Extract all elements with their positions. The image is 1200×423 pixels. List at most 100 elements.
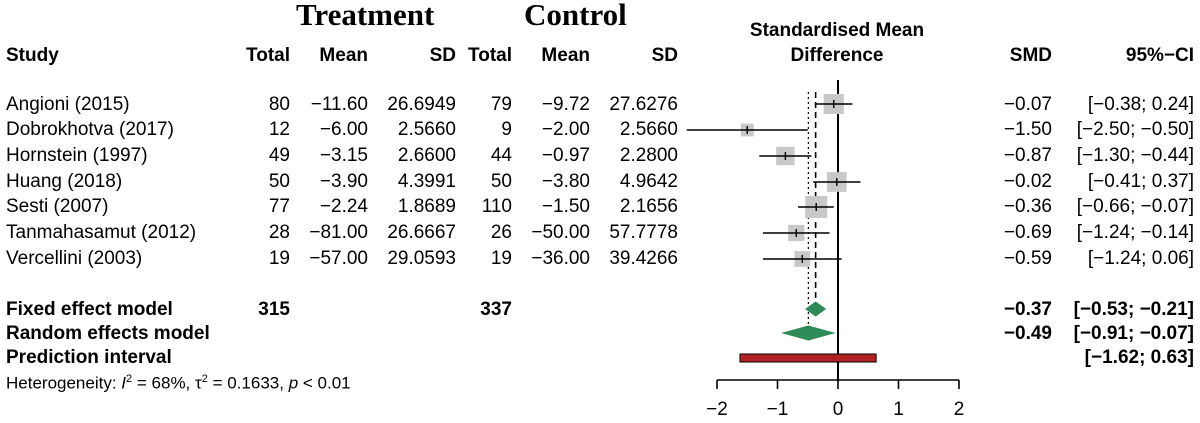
ci-value: [−2.50; −0.50] [1076, 119, 1194, 140]
tau-sup: 2 [201, 373, 208, 385]
treatment-group-title: Treatment [296, 0, 435, 32]
x-axis-tick-label: 0 [833, 399, 844, 420]
fixed-total-treatment: 315 [258, 299, 290, 320]
smd-value: −0.07 [1003, 94, 1052, 115]
header-sd-treatment: SD [429, 45, 456, 66]
prediction-ci-value: [−1.62; 0.63] [1084, 347, 1194, 368]
total-treatment: 50 [268, 171, 290, 192]
study-name: Hornstein (1997) [6, 145, 148, 166]
mean-treatment: −3.90 [319, 171, 368, 192]
sd-control: 39.4266 [609, 248, 678, 269]
total-control: 26 [490, 222, 512, 243]
mean-control: −36.00 [531, 248, 590, 269]
ci-value: [−1.24; −0.14] [1076, 222, 1194, 243]
prediction-interval-bar [739, 353, 877, 363]
study-name: Vercellini (2003) [6, 248, 143, 269]
prediction-interval-label: Prediction interval [6, 347, 172, 368]
fixed-smd-value: −0.37 [1003, 299, 1052, 320]
study-name: Sesti (2007) [6, 196, 109, 217]
mean-control: −3.80 [541, 171, 590, 192]
total-treatment: 28 [268, 222, 290, 243]
total-control: 44 [490, 145, 512, 166]
header-ci: 95%−CI [1125, 45, 1194, 66]
total-treatment: 80 [268, 94, 290, 115]
mean-treatment: −3.15 [319, 145, 368, 166]
mean-treatment: −81.00 [309, 222, 368, 243]
i-squared-symbol: I [121, 373, 127, 393]
random-effects-label: Random effects model [6, 323, 210, 344]
x-axis-tick-label: 1 [893, 399, 904, 420]
mean-control: −2.00 [541, 119, 590, 140]
sd-control: 2.5660 [619, 119, 678, 140]
plot-title-line-1: Standardised Mean [749, 20, 925, 41]
fixed-effect-label: Fixed effect model [6, 299, 173, 320]
control-group-title: Control [524, 0, 627, 32]
random-effects-diamond [781, 325, 836, 341]
total-control: 9 [501, 119, 512, 140]
smd-value: −1.50 [1003, 119, 1052, 140]
header-total-control: Total [468, 45, 512, 66]
ci-value: [−0.38; 0.24] [1087, 94, 1194, 115]
plot-title-line-2: Difference [790, 45, 884, 66]
header-total-treatment: Total [246, 45, 290, 66]
sd-control: 57.7778 [609, 222, 678, 243]
header-mean-control: Mean [541, 45, 590, 66]
total-control: 19 [490, 248, 512, 269]
tau-symbol: τ [195, 373, 202, 393]
sd-treatment: 26.6667 [387, 222, 456, 243]
header-sd-control: SD [651, 45, 678, 66]
header-mean-treatment: Mean [319, 45, 368, 66]
total-treatment: 19 [268, 248, 290, 269]
mean-treatment: −2.24 [319, 196, 368, 217]
smd-value: −0.02 [1003, 171, 1052, 192]
total-control: 79 [490, 94, 512, 115]
fixed-total-control: 337 [480, 299, 512, 320]
random-smd-value: −0.49 [1003, 323, 1052, 344]
study-name: Dobrokhotva (2017) [6, 119, 174, 140]
sd-treatment: 26.6949 [387, 94, 456, 115]
mean-control: −1.50 [541, 196, 590, 217]
sd-treatment: 29.0593 [387, 248, 456, 269]
random-ci-value: [−0.91; −0.07] [1073, 323, 1194, 344]
smd-value: −0.87 [1003, 145, 1052, 166]
study-name: Angioni (2015) [6, 94, 130, 115]
total-treatment: 77 [268, 196, 290, 217]
p-symbol: p [288, 373, 299, 393]
study-name: Huang (2018) [6, 171, 123, 192]
smd-value: −0.59 [1003, 248, 1052, 269]
header-smd: SMD [1009, 45, 1052, 66]
sd-treatment: 1.8689 [397, 196, 456, 217]
ci-value: [−0.41; 0.37] [1087, 171, 1194, 192]
sd-control: 27.6276 [609, 94, 678, 115]
smd-value: −0.36 [1003, 196, 1052, 217]
ci-value: [−1.24; 0.06] [1087, 248, 1194, 269]
ci-value: [−1.30; −0.44] [1076, 145, 1194, 166]
i-squared-value: = 68%, [132, 373, 196, 393]
mean-treatment: −11.60 [310, 94, 368, 115]
mean-control: −50.00 [531, 222, 590, 243]
sd-treatment: 2.5660 [397, 119, 456, 140]
ci-value: [−0.66; −0.07] [1076, 196, 1194, 217]
header-study: Study [6, 45, 59, 66]
total-control: 50 [490, 171, 512, 192]
i-squared-sup: 2 [126, 373, 133, 385]
fixed-effect-diamond [805, 301, 827, 317]
study-name: Tanmahasamut (2012) [6, 222, 197, 243]
sd-treatment: 4.3991 [397, 171, 456, 192]
tau-value: = 0.1633, [207, 373, 289, 393]
sd-control: 4.9642 [619, 171, 678, 192]
mean-control: −0.97 [541, 145, 590, 166]
x-axis-tick-label: −2 [706, 399, 728, 420]
mean-control: −9.72 [541, 94, 590, 115]
sd-control: 2.2800 [619, 145, 678, 166]
mean-treatment: −57.00 [309, 248, 368, 269]
smd-value: −0.69 [1003, 222, 1052, 243]
sd-control: 2.1656 [619, 196, 678, 217]
heterogeneity-text: Heterogeneity: I2 = 68%, τ2 = 0.1633, p … [6, 373, 351, 394]
heterogeneity-prefix: Heterogeneity: [6, 373, 122, 393]
total-treatment: 49 [268, 145, 290, 166]
fixed-ci-value: [−0.53; −0.21] [1073, 299, 1194, 320]
mean-treatment: −6.00 [319, 119, 368, 140]
total-treatment: 12 [268, 119, 290, 140]
